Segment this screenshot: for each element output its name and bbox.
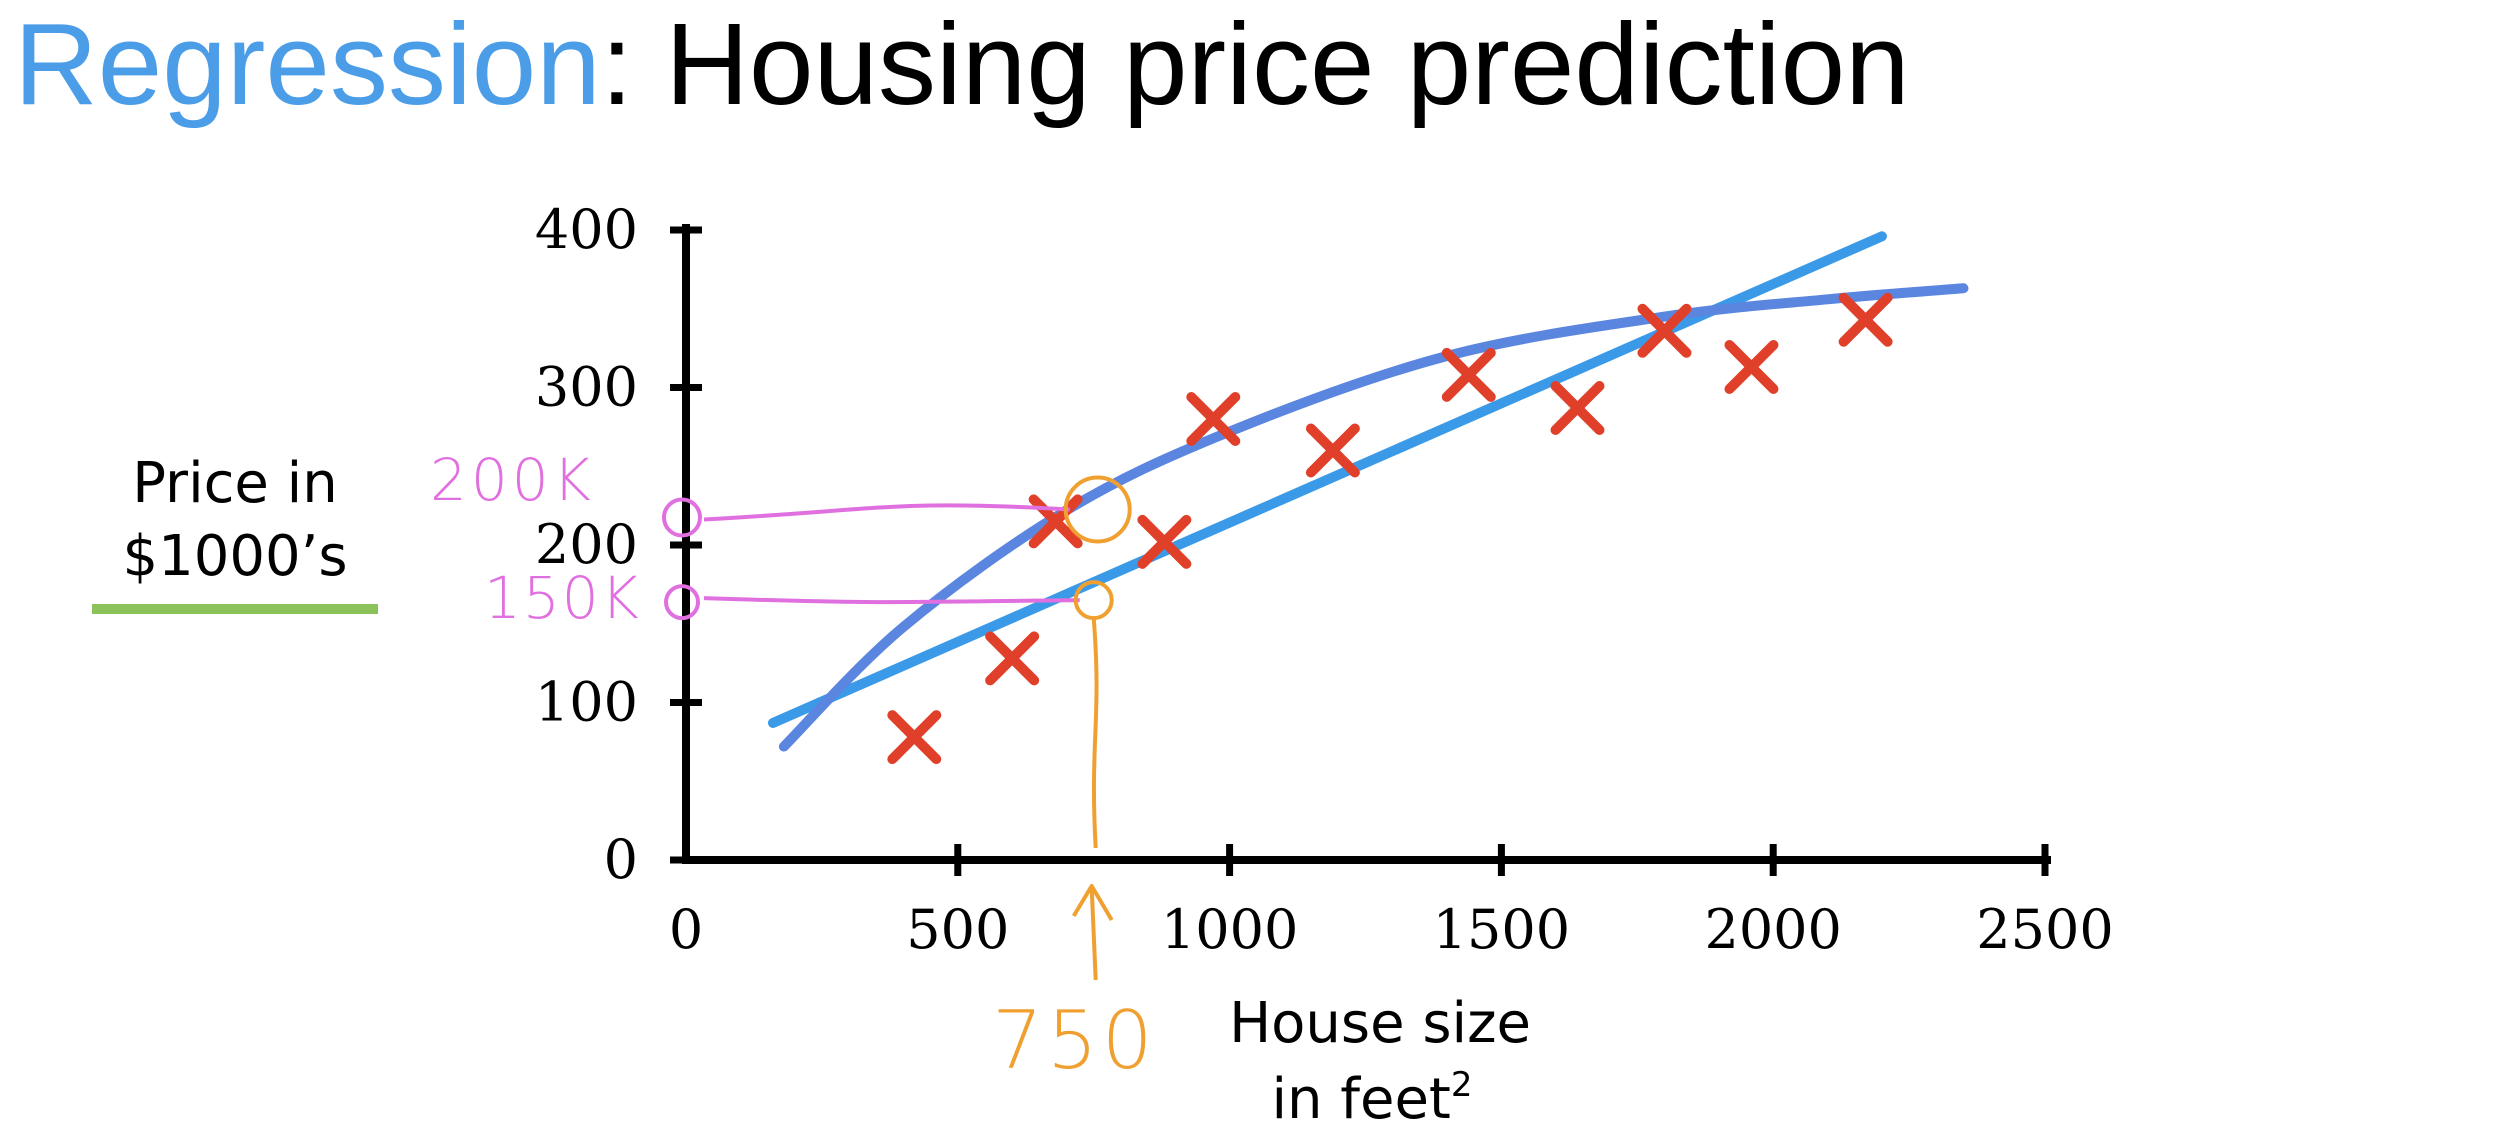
- y-tick-label: 300: [535, 356, 638, 419]
- y-tick-label: 100: [535, 671, 638, 734]
- marker-stroke: [1550, 380, 1605, 435]
- y-axis-label-line2: $1000’s: [122, 524, 347, 589]
- marker-stroke: [1137, 514, 1192, 569]
- annotation-150k: 150K: [484, 564, 641, 632]
- marker-stroke: [1186, 392, 1241, 446]
- marker-stroke: [887, 710, 942, 765]
- chart-ticks: 0 100 200 300 400 0 500 1000 1500 2000 2500: [535, 198, 2114, 961]
- y-axis-label-underline: [92, 604, 378, 614]
- x-tick-label: 1000: [1161, 898, 1298, 961]
- marker-stroke: [1637, 303, 1692, 358]
- x-axis-label-line2: in feet2: [1271, 1065, 1472, 1132]
- marker-stroke: [1305, 423, 1360, 478]
- x-axis-label-line1: House size: [1229, 991, 1531, 1056]
- y-tick-label: 400: [535, 198, 638, 261]
- title-remainder: : Housing price prediction: [601, 0, 1910, 129]
- guide-circle-200k: [662, 497, 702, 538]
- data-point-marker: [985, 631, 1040, 686]
- arrow-shaft: [1089, 887, 1098, 981]
- data-point-marker: [1305, 423, 1360, 478]
- data-point-marker: [1724, 340, 1779, 395]
- x-axis-label-superscript: 2: [1451, 1065, 1473, 1105]
- curve-fit-line: [778, 283, 1969, 752]
- data-point-marker: [887, 710, 942, 765]
- fit-lines: [767, 231, 1969, 752]
- guide-circle-150k: [664, 584, 700, 621]
- annotation-200k: 200K: [430, 446, 595, 514]
- y-tick-label: 0: [604, 828, 638, 891]
- marker-stroke: [985, 631, 1040, 686]
- data-point-marker: [1441, 347, 1496, 402]
- guide-circle-curve: [1063, 475, 1132, 544]
- data-point-marker: [1550, 380, 1605, 435]
- data-point-marker: [1137, 514, 1192, 569]
- data-point-marker: [1186, 392, 1241, 446]
- data-points: [887, 292, 1893, 765]
- annotation-750: 750: [992, 994, 1157, 1087]
- linear-fit-line: [767, 231, 1887, 728]
- guide-circle-line: [1073, 580, 1114, 621]
- data-point-marker: [1838, 292, 1893, 347]
- marker-stroke: [1724, 340, 1779, 395]
- x-tick-label: 0: [669, 898, 703, 961]
- arrow-head: [1071, 884, 1114, 922]
- x-tick-label: 500: [906, 898, 1009, 961]
- guide-line-150k: [703, 596, 1080, 605]
- marker-stroke: [1028, 494, 1083, 549]
- x-axis-label-text: in feet: [1271, 1067, 1450, 1132]
- x-tick-label: 2500: [1976, 898, 2113, 961]
- chart-axes: [682, 224, 2051, 864]
- annotation-guides: [662, 475, 1132, 981]
- y-axis-label-line1: Price in: [132, 451, 337, 516]
- guide-line-200k: [703, 503, 1070, 522]
- y-tick-label: 200: [535, 513, 638, 576]
- x-tick-label: 2000: [1704, 898, 1841, 961]
- title-keyword: Regression: [14, 0, 601, 129]
- x-tick-label: 1500: [1433, 898, 1570, 961]
- guide-line-750: [1091, 617, 1099, 849]
- marker-stroke: [1441, 347, 1496, 402]
- slide-title: Regression: Housing price prediction: [14, 0, 1910, 129]
- marker-stroke: [1838, 292, 1893, 347]
- data-point-marker: [1637, 303, 1692, 358]
